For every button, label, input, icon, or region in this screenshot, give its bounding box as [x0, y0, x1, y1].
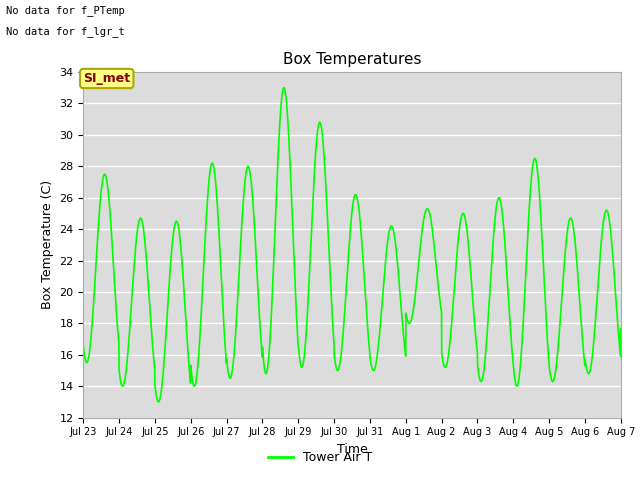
- Title: Box Temperatures: Box Temperatures: [283, 52, 421, 67]
- X-axis label: Time: Time: [337, 443, 367, 456]
- Y-axis label: Box Temperature (C): Box Temperature (C): [41, 180, 54, 310]
- Legend: Tower Air T: Tower Air T: [263, 446, 377, 469]
- Text: SI_met: SI_met: [83, 72, 131, 85]
- Text: No data for f_PTemp: No data for f_PTemp: [6, 5, 125, 16]
- Text: No data for f_lgr_t: No data for f_lgr_t: [6, 26, 125, 37]
